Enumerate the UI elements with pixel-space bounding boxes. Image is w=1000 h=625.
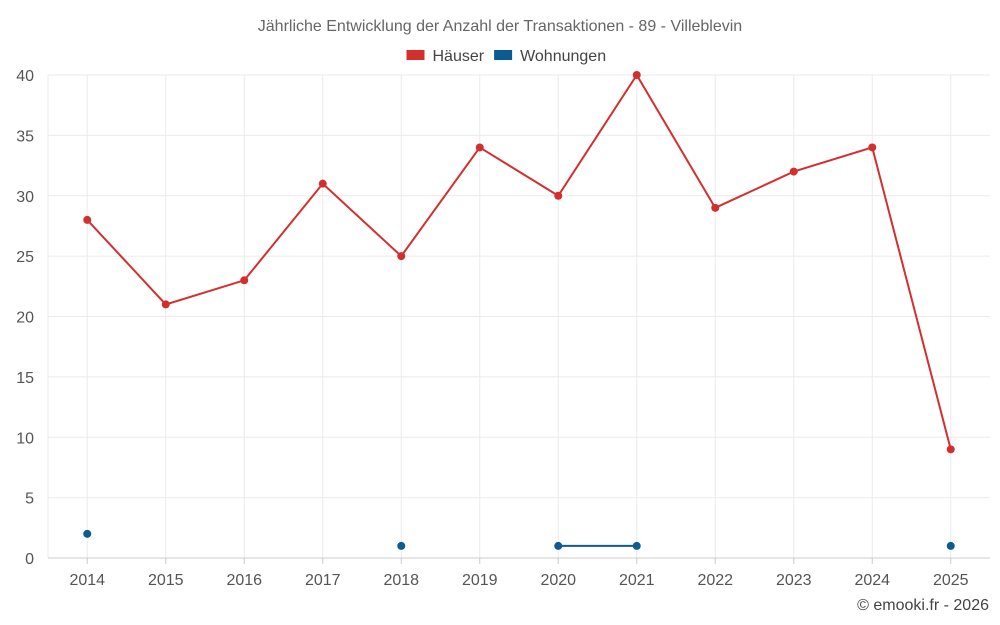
data-point[interactable] xyxy=(83,529,92,538)
legend-swatch xyxy=(406,50,425,60)
legend-label: Wohnungen xyxy=(520,48,606,65)
series-line xyxy=(86,73,952,450)
y-tick-label: 5 xyxy=(25,491,34,508)
legend: Häuser Wohnungen xyxy=(406,48,606,65)
x-tick-label: 2025 xyxy=(933,572,969,589)
series-häuser xyxy=(83,71,955,454)
y-axis-ticks: 0 5 10 15 20 25 30 35 40 xyxy=(16,68,34,568)
y-tick-label: 15 xyxy=(16,370,34,387)
data-point[interactable] xyxy=(83,215,92,224)
series-layer xyxy=(83,71,955,550)
y-tick-label: 10 xyxy=(16,430,34,447)
y-tick-label: 35 xyxy=(16,128,34,145)
y-tick-label: 0 xyxy=(25,551,34,568)
y-tick-label: 40 xyxy=(16,68,34,85)
x-axis-ticks: 2014 2015 2016 2017 2018 2019 2020 2021 2022 2023… xyxy=(69,558,969,589)
x-tick-label: 2024 xyxy=(854,572,890,589)
data-point[interactable] xyxy=(946,445,955,454)
x-tick-label: 2014 xyxy=(69,572,105,589)
legend-label: Häuser xyxy=(433,48,485,65)
data-point[interactable] xyxy=(475,143,484,152)
x-tick-label: 2022 xyxy=(697,572,733,589)
x-tick-label: 2019 xyxy=(462,572,498,589)
x-tick-label: 2020 xyxy=(540,572,576,589)
legend-swatch xyxy=(494,50,513,60)
data-point[interactable] xyxy=(554,541,563,550)
data-point[interactable] xyxy=(632,541,641,550)
x-tick-label: 2023 xyxy=(776,572,812,589)
data-point[interactable] xyxy=(161,300,170,309)
credit-text: © emooki.fr - 2026 xyxy=(857,597,989,614)
y-tick-label: 20 xyxy=(16,310,34,327)
y-tick-label: 30 xyxy=(16,189,34,206)
data-point[interactable] xyxy=(632,71,641,79)
legend-item-häuser[interactable]: Häuser xyxy=(406,48,485,65)
data-point[interactable] xyxy=(397,541,406,550)
data-point[interactable] xyxy=(240,276,249,285)
x-tick-label: 2015 xyxy=(148,572,184,589)
x-tick-label: 2017 xyxy=(305,572,341,589)
data-point[interactable] xyxy=(711,203,720,212)
data-point[interactable] xyxy=(397,252,406,261)
y-tick-label: 25 xyxy=(16,249,34,266)
chart-title: Jährliche Entwicklung der Anzahl der Tra… xyxy=(258,18,742,35)
legend-item-wohnungen[interactable]: Wohnungen xyxy=(494,48,606,65)
x-tick-label: 2021 xyxy=(619,572,655,589)
x-tick-label: 2018 xyxy=(383,572,419,589)
data-point[interactable] xyxy=(789,167,798,176)
data-point[interactable] xyxy=(946,541,955,550)
series-wohnungen xyxy=(83,529,955,550)
grid xyxy=(47,74,990,559)
x-tick-label: 2016 xyxy=(226,572,262,589)
data-point[interactable] xyxy=(868,143,877,152)
data-point[interactable] xyxy=(318,179,327,188)
data-point[interactable] xyxy=(554,191,563,200)
